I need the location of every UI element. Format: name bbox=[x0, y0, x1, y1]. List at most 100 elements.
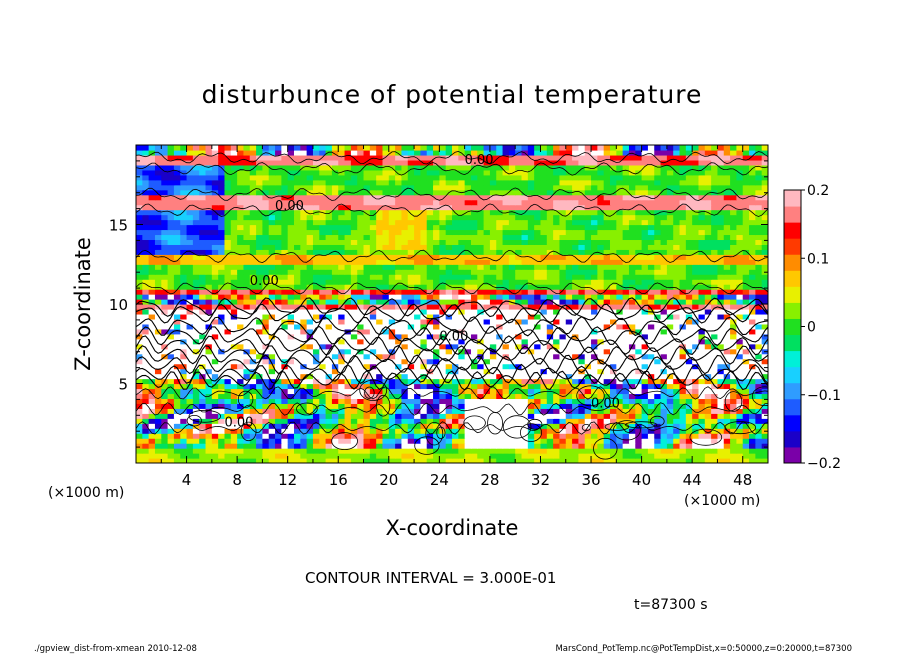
field-cell bbox=[420, 413, 428, 419]
field-cell bbox=[382, 428, 390, 434]
field-cell bbox=[704, 398, 712, 404]
field-cell bbox=[515, 438, 523, 444]
field-cell bbox=[749, 448, 756, 454]
field-cell bbox=[287, 393, 295, 400]
field-cell bbox=[344, 403, 352, 409]
field-cell bbox=[192, 413, 200, 419]
field-cell bbox=[622, 323, 630, 330]
field-cell bbox=[218, 443, 226, 449]
field-cell bbox=[173, 403, 181, 409]
field-cell bbox=[136, 383, 143, 390]
field-cell bbox=[161, 284, 169, 290]
field-cell bbox=[660, 294, 668, 300]
field-cell bbox=[205, 234, 213, 241]
field-cell bbox=[458, 239, 466, 245]
field-cell bbox=[401, 413, 409, 419]
field-cell bbox=[306, 438, 314, 444]
field-cell bbox=[489, 358, 497, 365]
field-cell bbox=[458, 313, 466, 320]
field-cell bbox=[591, 229, 598, 236]
field-cell bbox=[294, 393, 301, 400]
field-cell bbox=[711, 269, 719, 275]
field-cell bbox=[692, 403, 700, 409]
field-cell bbox=[553, 378, 561, 385]
field-cell bbox=[142, 328, 150, 335]
field-cell bbox=[584, 259, 592, 265]
field-cell bbox=[698, 323, 706, 330]
field-cell bbox=[610, 383, 617, 390]
field-cell bbox=[224, 328, 232, 335]
field-cell bbox=[477, 254, 485, 260]
field-cell bbox=[414, 413, 421, 419]
field-cell bbox=[496, 448, 504, 454]
field-cell bbox=[717, 443, 725, 449]
field-cell bbox=[331, 333, 339, 340]
field-cell bbox=[616, 214, 624, 221]
field-cell bbox=[597, 358, 605, 365]
field-cell bbox=[698, 289, 706, 295]
field-cell bbox=[610, 388, 617, 395]
field-cell bbox=[515, 318, 523, 325]
field-cell bbox=[275, 224, 282, 231]
field-cell bbox=[407, 453, 415, 459]
field-cell bbox=[742, 323, 750, 330]
field-cell bbox=[237, 368, 245, 375]
field-cell bbox=[572, 433, 579, 439]
field-cell bbox=[698, 383, 706, 390]
field-cell bbox=[224, 433, 232, 439]
field-cell bbox=[572, 428, 579, 434]
field-cell bbox=[540, 269, 548, 275]
field-cell bbox=[546, 313, 554, 320]
field-cell bbox=[268, 438, 276, 444]
field-cell bbox=[711, 393, 719, 400]
field-cell bbox=[742, 308, 750, 315]
field-cell bbox=[546, 234, 554, 241]
field-cell bbox=[597, 458, 605, 463]
field-cell bbox=[673, 259, 681, 265]
field-cell bbox=[350, 308, 358, 315]
field-cell bbox=[192, 279, 200, 285]
field-cell bbox=[597, 259, 605, 265]
field-cell bbox=[161, 269, 169, 275]
field-cell bbox=[572, 423, 579, 429]
field-cell bbox=[749, 318, 756, 325]
field-cell bbox=[161, 393, 169, 400]
field-cell bbox=[306, 249, 314, 255]
field-cell bbox=[401, 358, 409, 365]
field-cell bbox=[357, 313, 365, 320]
field-cell bbox=[502, 373, 510, 380]
field-cell bbox=[527, 308, 535, 315]
field-cell bbox=[704, 388, 712, 395]
field-cell bbox=[546, 289, 554, 295]
field-cell bbox=[205, 254, 213, 260]
field-cell bbox=[136, 274, 143, 280]
field-cell bbox=[679, 239, 687, 245]
field-cell bbox=[154, 284, 162, 290]
field-cell bbox=[666, 333, 674, 340]
field-cell bbox=[742, 403, 750, 409]
field-cell bbox=[243, 433, 251, 439]
field-cell bbox=[603, 433, 611, 439]
field-cell bbox=[275, 338, 282, 345]
field-cell bbox=[401, 308, 409, 315]
field-cell bbox=[344, 443, 352, 449]
field-cell bbox=[458, 338, 466, 345]
field-cell bbox=[154, 279, 162, 285]
field-cell bbox=[755, 443, 763, 449]
field-cell bbox=[452, 458, 459, 463]
field-cell bbox=[452, 448, 459, 454]
field-cell bbox=[698, 418, 706, 424]
field-cell bbox=[199, 284, 207, 290]
field-cell bbox=[186, 224, 194, 231]
field-cell bbox=[660, 274, 668, 280]
field-cell bbox=[477, 328, 485, 335]
field-cell bbox=[553, 269, 561, 275]
field-cell bbox=[275, 428, 282, 434]
field-cell bbox=[161, 274, 169, 280]
field-cell bbox=[407, 328, 415, 335]
field-cell bbox=[199, 428, 207, 434]
field-cell bbox=[559, 269, 567, 275]
field-cell bbox=[559, 338, 567, 345]
field-cell bbox=[711, 313, 719, 320]
field-cell bbox=[382, 328, 390, 335]
